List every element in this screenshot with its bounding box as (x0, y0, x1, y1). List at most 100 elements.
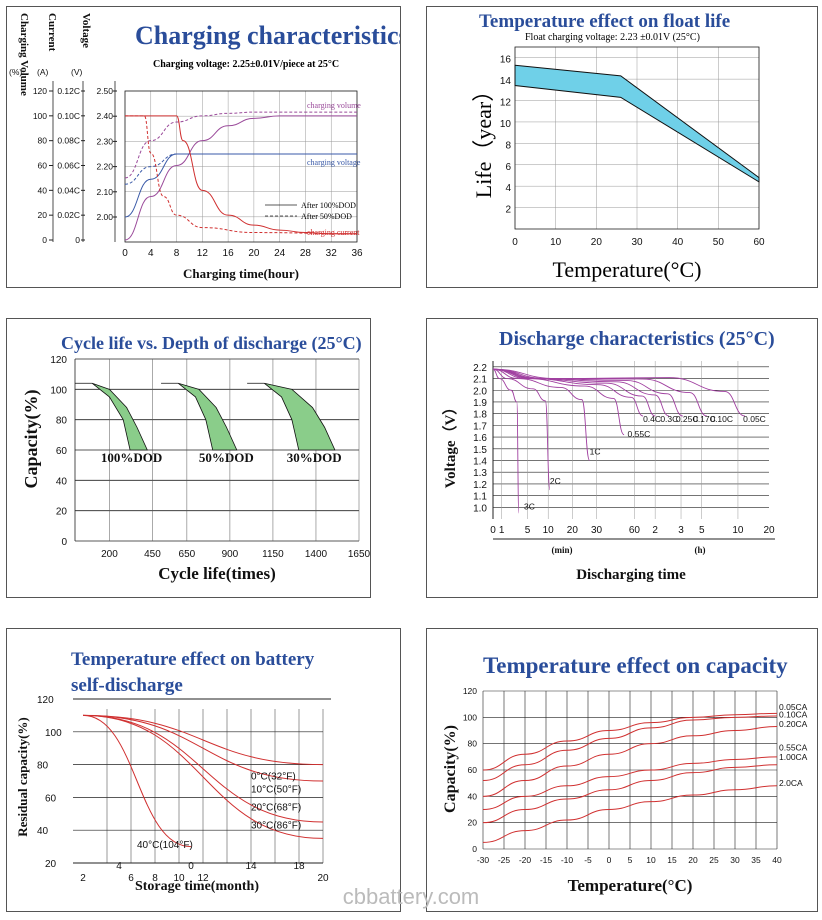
y-tick-label-volume: 60 (38, 161, 48, 171)
curve-label: 1.00CA (779, 752, 808, 762)
y-tick-label-volume: 20 (38, 210, 48, 220)
x-tick-label: 36 (351, 248, 363, 259)
y-tick-label: 40 (56, 476, 68, 487)
y-tick-label: 100 (50, 385, 67, 396)
x-tick-label: 40 (772, 855, 782, 865)
y-tick-label: 6 (505, 162, 511, 173)
x-axis-label: Discharging time (576, 567, 686, 583)
x-tick-label: -20 (519, 855, 532, 865)
chart-title-line1: Temperature effect on battery (71, 649, 315, 670)
y-tick-label: 2 (505, 205, 511, 216)
series-label-volume: charging volume (307, 101, 361, 110)
charging-chart-panel: Charging characteristics Charging voltage… (6, 6, 401, 288)
discharge-curve (492, 368, 591, 461)
x-tick-label: 18 (293, 861, 305, 872)
dod-band (161, 382, 238, 451)
y-tick-label: 40 (37, 826, 49, 837)
legend-label-solid: After 100%DOD (301, 201, 356, 210)
y-tick-label: 80 (468, 739, 478, 749)
x-tick-label-h: 3 (678, 525, 684, 536)
discharge-chart: Discharge characteristics (25°C) 2.22.12.… (441, 328, 775, 583)
x-tick-label: 16 (223, 248, 235, 259)
y-tick-label: 1.2 (473, 480, 487, 491)
dod-band (247, 382, 336, 451)
x-tick-label-h: 20 (763, 525, 775, 536)
x-axis-label: Cycle life(times) (158, 564, 276, 583)
x-tick-label: 12 (197, 248, 209, 259)
x-tick-label: 200 (101, 549, 118, 560)
x-tick-label: 40 (672, 237, 684, 248)
x-tick-label: 4 (116, 861, 122, 872)
y-tick-label: 1.1 (473, 492, 487, 503)
legend-label-dashed: After 50%DOD (301, 212, 352, 221)
float-life-band (514, 64, 760, 183)
self-discharge-curve (82, 714, 324, 782)
curve-label: 0°C(32°F) (251, 771, 296, 782)
x-tick-label: 50 (713, 237, 725, 248)
x-tick-label: 20 (688, 855, 698, 865)
x-axis-label: Storage time(month) (135, 879, 259, 894)
y-tick-label-current: 0 (75, 235, 80, 245)
curve-label: 20°C(68°F) (251, 803, 301, 814)
x-tick-label: 1150 (262, 549, 284, 560)
chart-title: Cycle life vs. Depth of discharge (25°C) (61, 333, 362, 354)
x-tick-label: 0 (512, 237, 518, 248)
y-tick-label-voltage: 2.40 (96, 111, 113, 121)
y-tick-label: 20 (468, 818, 478, 828)
dod-band (75, 382, 148, 451)
y-tick-label-volume: 100 (33, 111, 47, 121)
x-tick-label: 0 (122, 248, 128, 259)
x-unit-min: (min) (552, 545, 573, 555)
temperature-capacity-chart: Temperature effect on capacity 0 20 40 60 80 1… (442, 653, 808, 895)
y-tick-label: 1.7 (473, 421, 487, 432)
x-tick-label: 60 (753, 237, 765, 248)
y-tick-label: 1.3 (473, 468, 487, 479)
series-label-voltage: charging voltage (307, 158, 361, 167)
discharge-chart-panel: Discharge characteristics (25°C) 2.2 2.1 2.… (426, 318, 818, 598)
series-line (124, 153, 357, 185)
y-tick-label-current: 0.08C (57, 136, 80, 146)
curve-label: 10°C(50°F) (251, 784, 301, 795)
x-tick-label: 35 (751, 855, 761, 865)
curve-label: 40°C(104°F) (137, 840, 193, 851)
x-tick-label: 12 (197, 873, 209, 884)
chart-title: Discharge characteristics (25°C) (499, 328, 775, 350)
y-axis-label: Voltage (80, 13, 92, 48)
series-line (124, 115, 357, 241)
y-tick-label: 80 (56, 416, 68, 427)
y-axis-label: Capacity(%) (21, 390, 42, 489)
self-discharge-chart: Temperature effect on battery self-discha… (15, 649, 331, 894)
curve-label: 2.0CA (779, 778, 803, 788)
y-tick-label: 100 (463, 712, 477, 722)
x-tick-label: 1400 (305, 549, 328, 560)
curve-label: 0.10C (710, 414, 733, 424)
y-axis-unit: (%) (9, 67, 22, 77)
y-tick-label-voltage: 2.50 (96, 86, 113, 96)
y-tick-label: 2.2 (473, 363, 487, 374)
x-tick-label: 0 (607, 855, 612, 865)
x-tick-label: 10 (646, 855, 656, 865)
y-tick-label-voltage: 2.30 (96, 136, 113, 146)
x-axis-label: Temperature(°C) (553, 257, 702, 282)
discharge-curve (492, 368, 644, 417)
y-tick-label-voltage: 2.10 (96, 187, 113, 197)
x-axis-label: Temperature(°C) (568, 876, 693, 895)
y-tick-label: 0 (472, 844, 477, 854)
y-tick-label-volume: 40 (38, 185, 48, 195)
self-discharge-curve (82, 714, 324, 823)
x-tick-label: 10 (173, 873, 185, 884)
x-tick-label: 5 (628, 855, 633, 865)
x-tick-label: 650 (179, 549, 196, 560)
curve-label: 0.05C (743, 414, 766, 424)
y-axis-label: Charging Volume (18, 13, 30, 96)
series-line (124, 115, 358, 235)
chart-subtitle: Float charging voltage: 2.23 ±0.01V (25°… (525, 32, 700, 43)
y-tick-label: 1.4 (473, 456, 487, 467)
x-tick-label: 2 (80, 873, 86, 884)
y-tick-label: 1.6 (473, 433, 487, 444)
chart-title-line2: self-discharge (71, 675, 183, 696)
capacity-curve (482, 715, 778, 782)
y-tick-label: 20 (45, 859, 57, 870)
y-tick-label-volume: 80 (38, 136, 48, 146)
